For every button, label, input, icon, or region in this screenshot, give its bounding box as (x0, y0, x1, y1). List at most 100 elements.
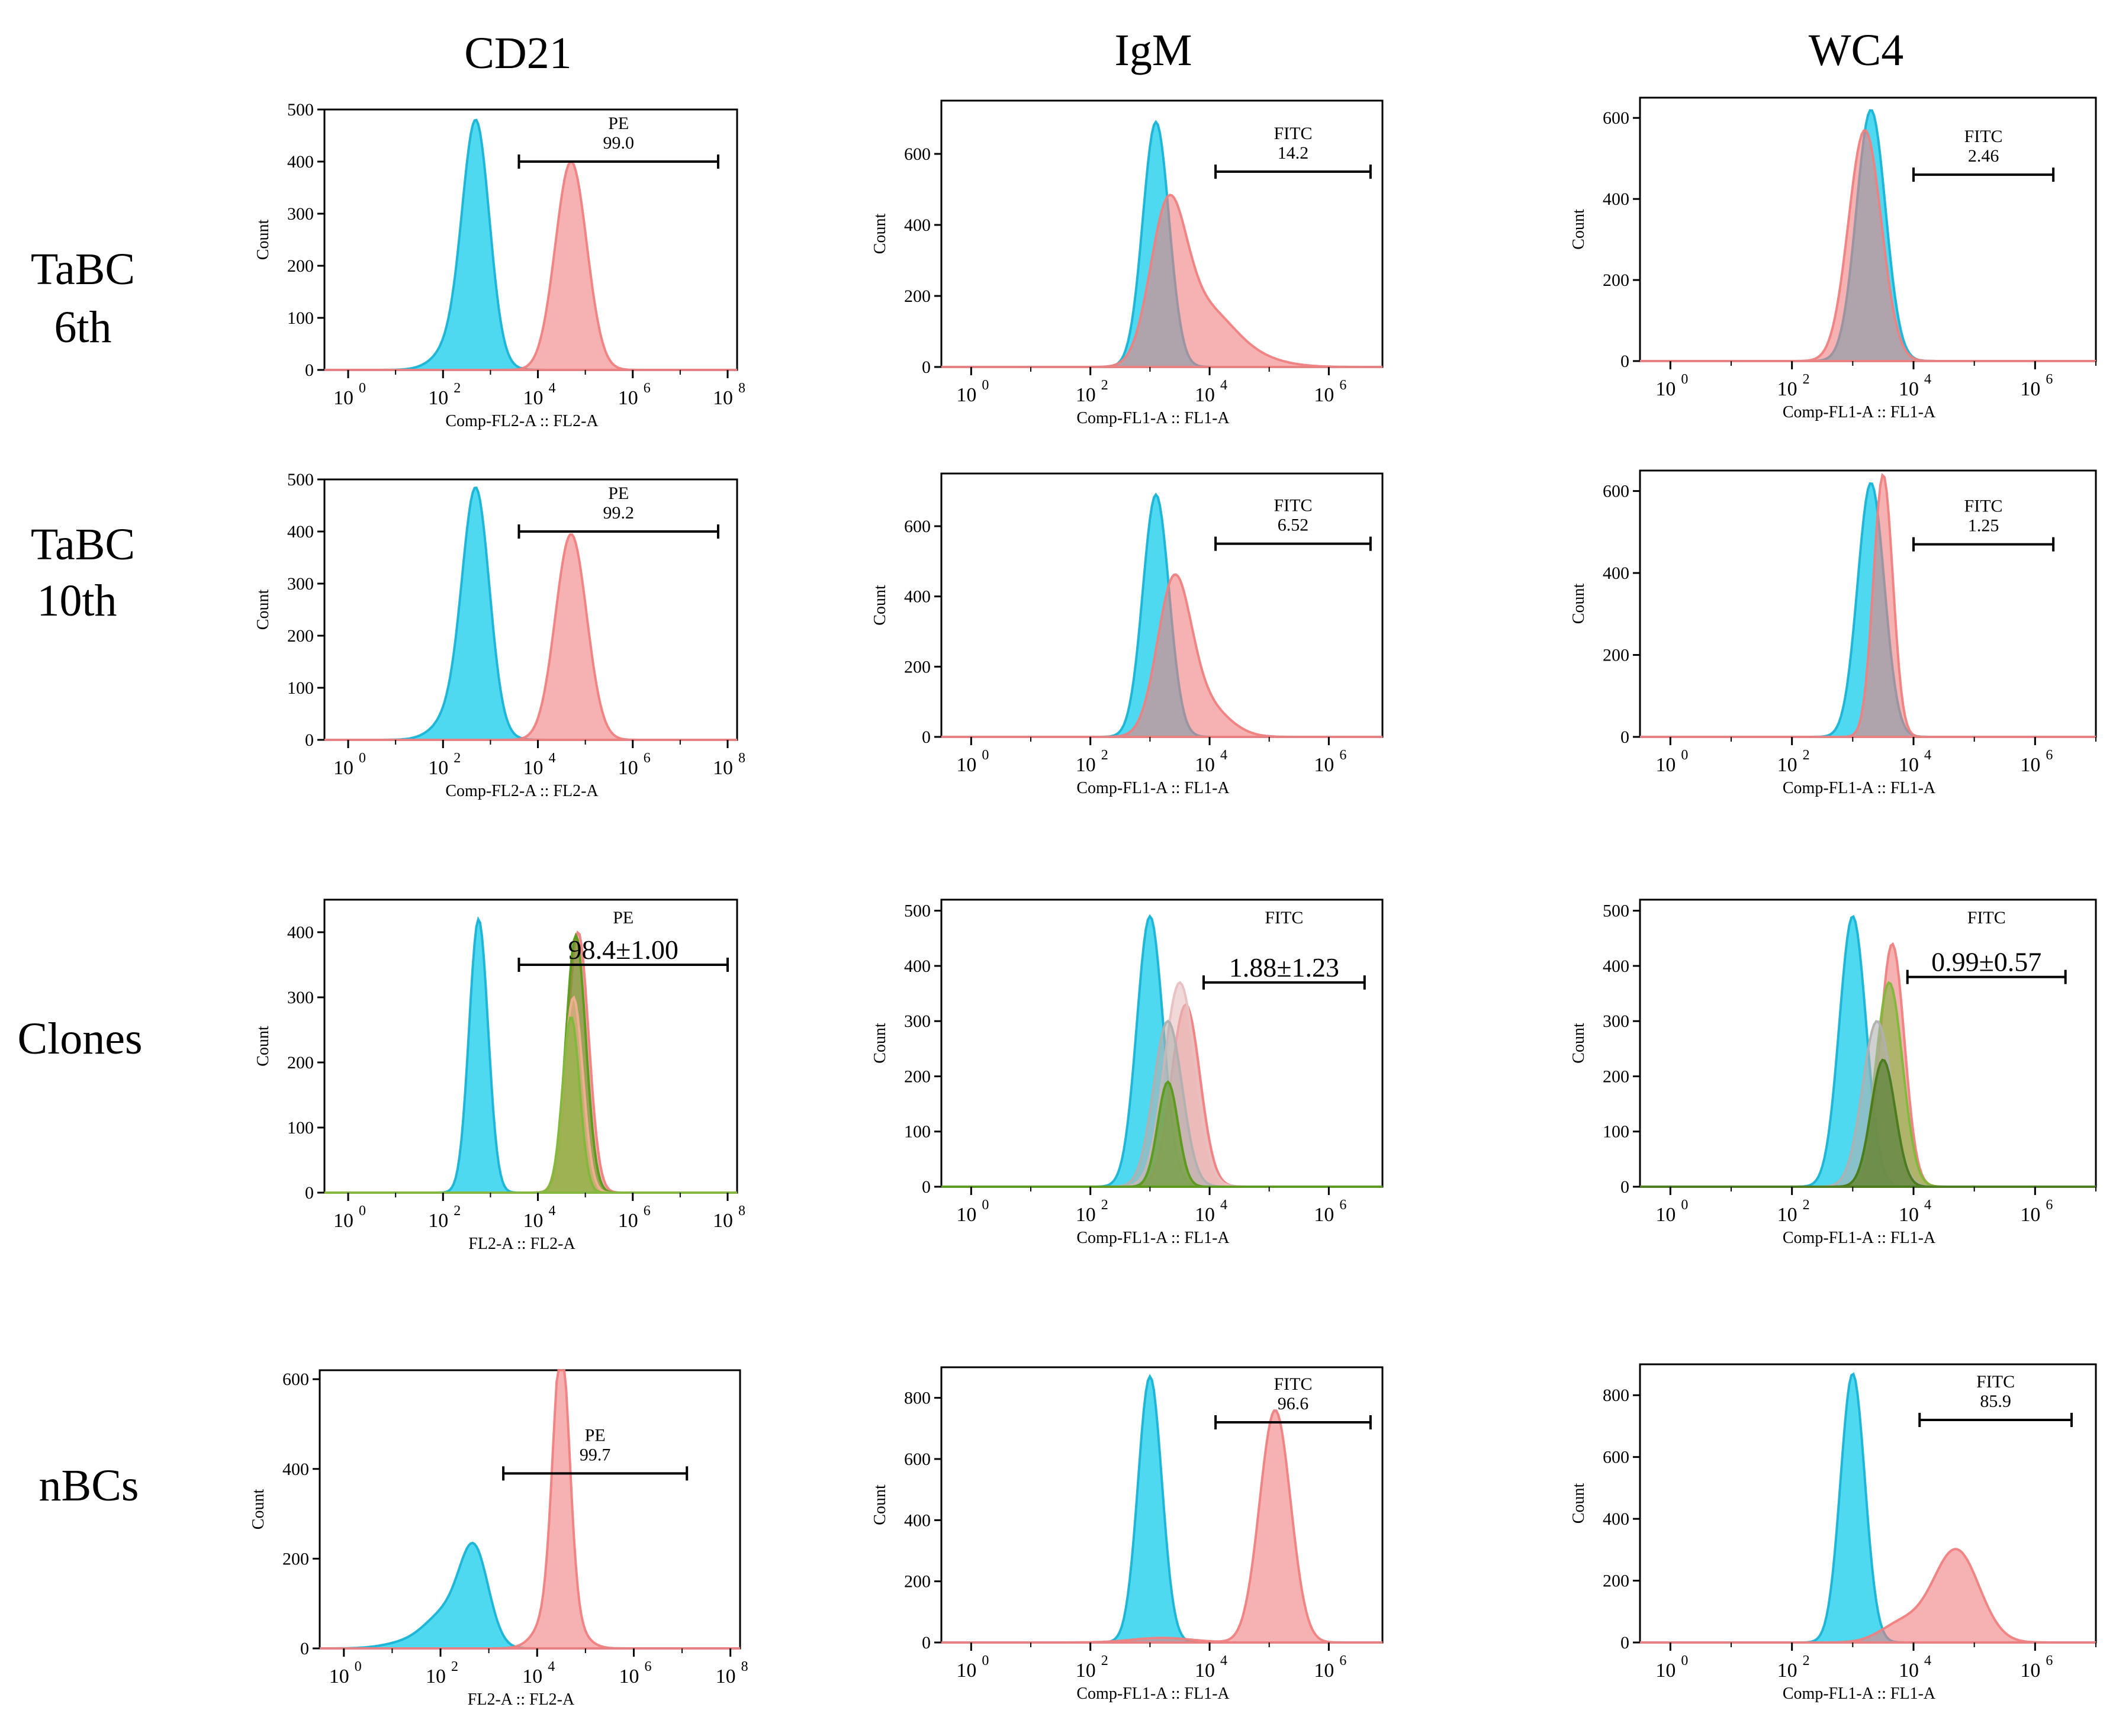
x-tick-label: 10 (956, 754, 976, 776)
y-tick-label: 600 (904, 144, 931, 164)
x-tick-label: 10 (428, 387, 448, 409)
y-axis-label: Count (871, 1023, 889, 1064)
y-tick-label: 600 (1603, 482, 1629, 501)
y-tick-label: 500 (904, 901, 931, 921)
y-tick-label: 100 (287, 1118, 314, 1138)
histogram-series-stained (941, 194, 1382, 368)
x-tick-exponent: 0 (1681, 1653, 1688, 1669)
y-tick-label: 300 (287, 988, 314, 1007)
y-tick-label: 400 (1603, 563, 1629, 583)
y-tick-label: 200 (904, 1067, 931, 1086)
y-tick-label: 800 (904, 1389, 931, 1408)
x-axis-label: Comp-FL2-A :: FL2-A (445, 412, 599, 430)
x-tick-label: 10 (956, 1660, 976, 1682)
gate-value: 85.9 (1980, 1392, 2011, 1411)
x-tick-label: 10 (523, 1210, 544, 1232)
y-tick-label: 100 (287, 308, 314, 328)
histogram-series-clone-4 (941, 1080, 1382, 1188)
x-tick-exponent: 2 (1803, 748, 1810, 763)
x-tick-label: 10 (1314, 754, 1334, 776)
x-tick-label: 10 (1777, 378, 1797, 400)
x-tick-exponent: 6 (1339, 748, 1346, 763)
x-tick-label: 10 (1195, 384, 1215, 406)
y-tick-label: 800 (1603, 1386, 1629, 1405)
x-tick-exponent: 2 (454, 381, 461, 396)
y-tick-label: 400 (904, 587, 931, 607)
x-tick-label: 10 (1899, 754, 1919, 776)
x-tick-label: 10 (956, 384, 976, 406)
x-tick-exponent: 2 (454, 1203, 461, 1219)
x-tick-label: 10 (426, 1666, 446, 1687)
gate-label: FITC (1274, 496, 1312, 516)
x-tick-label: 10 (1195, 1660, 1215, 1682)
histogram-series-control (320, 1541, 740, 1650)
plot-frame (319, 1369, 741, 1650)
histogram-series-stained (1640, 1548, 2096, 1644)
x-tick-exponent: 8 (738, 381, 745, 396)
y-tick-label: 400 (904, 1510, 931, 1530)
x-tick-label: 10 (618, 1210, 638, 1232)
y-tick-label: 200 (287, 626, 314, 646)
y-tick-label: 200 (904, 657, 931, 677)
y-tick-label: 500 (1603, 901, 1629, 921)
gate-label: PE (608, 484, 629, 503)
x-tick-exponent: 4 (1220, 748, 1227, 763)
x-tick-label: 10 (1195, 1204, 1215, 1226)
y-axis-label: Count (1570, 1023, 1588, 1064)
x-tick-label: 10 (1777, 754, 1797, 776)
gate-value: 6.52 (1278, 516, 1309, 535)
y-tick-label: 600 (1603, 1448, 1629, 1467)
x-tick-exponent: 6 (644, 751, 651, 766)
histogram-series-stained (324, 160, 737, 371)
x-tick-label: 10 (1076, 384, 1096, 406)
x-tick-exponent: 6 (1339, 378, 1346, 393)
y-axis-label: Count (254, 1026, 272, 1067)
histogram-series-clone-4 (1640, 1058, 2096, 1188)
y-tick-label: 300 (904, 1012, 931, 1031)
x-tick-exponent: 2 (451, 1659, 458, 1674)
x-tick-label: 10 (1655, 378, 1676, 400)
x-tick-exponent: 2 (1803, 1653, 1810, 1669)
x-axis-label: Comp-FL1-A :: FL1-A (1076, 1229, 1230, 1247)
histogram-series-control (941, 1374, 1382, 1644)
x-tick-label: 10 (1899, 1204, 1919, 1226)
x-tick-exponent: 0 (982, 748, 989, 763)
x-tick-label: 10 (1655, 1660, 1676, 1682)
x-tick-label: 10 (2020, 754, 2040, 776)
gate-label: FITC (1967, 908, 2006, 927)
y-tick-label: 200 (287, 256, 314, 276)
x-tick-label: 10 (428, 757, 448, 779)
gate-value: 99.7 (580, 1445, 611, 1464)
gate-value: 0.99±0.57 (1931, 947, 2041, 977)
gate-value: 1.25 (1968, 516, 1999, 536)
x-tick-label: 10 (1314, 1660, 1334, 1682)
x-tick-exponent: 6 (644, 1659, 651, 1674)
row-label-tabc-6th-line2: 6th (54, 302, 111, 352)
y-tick-label: 0 (1620, 352, 1629, 371)
y-tick-label: 300 (1603, 1012, 1629, 1031)
y-tick-label: 400 (904, 956, 931, 976)
y-tick-label: 400 (1603, 189, 1629, 209)
y-tick-label: 100 (1603, 1122, 1629, 1142)
y-tick-label: 0 (1620, 727, 1629, 747)
y-tick-label: 0 (305, 1183, 314, 1203)
x-tick-label: 10 (1314, 1204, 1334, 1226)
y-tick-label: 200 (904, 1572, 931, 1592)
histogram-series-clone-1 (324, 930, 737, 1194)
x-tick-label: 10 (1655, 1204, 1676, 1226)
gate-value: 14.2 (1278, 143, 1309, 163)
gate-label: FITC (1964, 127, 2003, 146)
gate-label: FITC (1274, 124, 1312, 143)
x-tick-exponent: 0 (1681, 748, 1688, 763)
y-axis-label: Count (254, 590, 272, 630)
y-tick-label: 0 (1620, 1177, 1629, 1197)
x-tick-label: 10 (1314, 384, 1334, 406)
panel-p32: 0 200 400 600 800 Count 10 0 10 2 10 4 10 6 Comp-FL1-A… (1570, 1363, 2097, 1703)
y-tick-label: 600 (282, 1370, 309, 1389)
y-tick-label: 0 (922, 1177, 931, 1197)
x-tick-exponent: 8 (741, 1659, 748, 1674)
